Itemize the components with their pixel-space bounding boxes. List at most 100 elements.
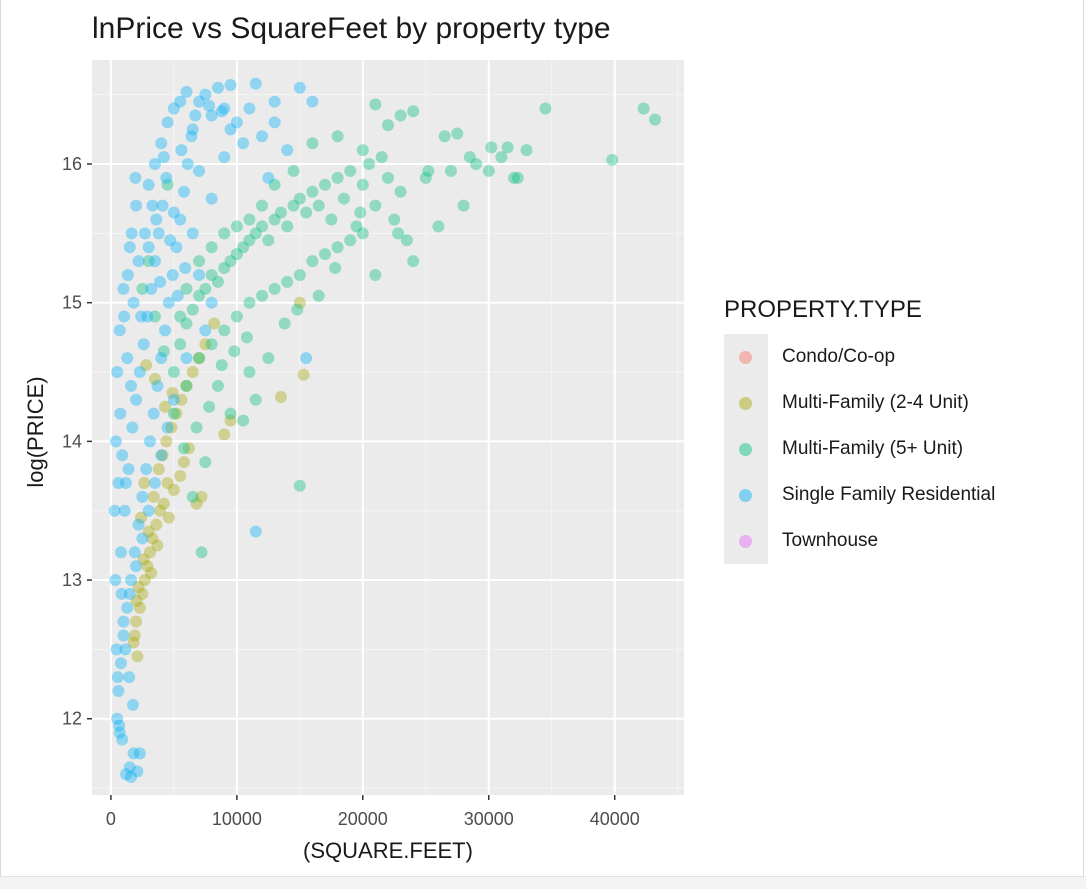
data-point [205,192,218,205]
data-point [170,407,183,420]
data-point [344,234,357,247]
data-point [186,303,199,316]
data-point [243,213,256,226]
y-tick-label: 12 [62,709,82,729]
data-point [109,574,122,587]
data-point [109,435,122,448]
data-point [432,220,445,233]
data-point [143,546,156,559]
data-point [451,127,464,140]
data-point [312,199,325,212]
data-point [174,310,187,323]
data-point [211,81,224,94]
data-point [111,366,124,379]
data-point [382,119,394,132]
legend-label: Condo/Co-op [782,346,896,367]
data-point [375,151,388,164]
data-point [142,504,155,517]
data-point [195,490,208,503]
plot-panel [92,60,684,795]
data-point [150,213,163,226]
data-point [180,85,193,98]
data-point [306,95,319,108]
data-point [114,657,127,670]
data-point [177,185,190,198]
legend-title: PROPERTY.TYPE [724,296,922,323]
data-point [154,504,167,517]
data-point [228,345,241,358]
data-point [146,532,159,545]
chart-title: lnPrice vs SquareFeet by property type [92,12,611,45]
data-point [155,352,168,365]
data-point [156,199,169,212]
data-point [174,95,187,108]
data-point [114,407,127,420]
data-point [205,268,218,281]
data-point [181,158,194,171]
data-point [470,158,483,171]
data-point [147,407,160,420]
data-point [230,310,243,323]
data-point [180,317,193,330]
data-point [243,102,256,115]
data-point [152,227,165,240]
data-point [145,567,158,580]
data-point [140,359,153,372]
data-point [148,476,161,489]
data-point [329,262,342,275]
data-point [117,629,130,642]
data-point [215,105,228,118]
data-point [161,476,174,489]
data-point [281,275,294,288]
data-point [230,248,243,261]
y-axis-ticks: 12 13 14 15 16 [62,154,92,729]
data-point [162,296,175,309]
data-point [136,532,149,545]
data-point [350,220,363,233]
data-point [444,164,457,177]
data-point [224,414,237,427]
data-point [164,234,177,247]
data-point [218,262,231,275]
data-point [186,490,199,503]
data-point [142,241,155,254]
data-point [208,317,221,330]
data-point [156,449,169,462]
data-point [116,733,129,746]
legend-key-dot [739,396,752,410]
data-point [394,109,407,122]
data-point [256,289,269,302]
x-tick-label: 40000 [590,809,640,829]
data-point [142,255,155,268]
data-point [132,580,145,593]
data-point [180,352,193,365]
data-point [224,255,237,268]
data-point [140,463,153,476]
legend-key-dot [739,534,752,548]
data-point [128,546,141,559]
data-point [185,130,198,143]
data-point [161,116,174,129]
data-point [152,463,165,476]
data-point [116,449,129,462]
data-point [218,324,231,337]
data-point [501,141,514,154]
legend-label: Multi-Family (5+ Unit) [782,438,964,459]
data-point [167,483,180,496]
legend-label: Single Family Residential [782,484,996,505]
data-point [136,282,149,295]
data-point [131,650,144,663]
legend-item: Condo/Co-op [724,334,995,380]
data-point [130,615,143,628]
data-point [407,105,420,118]
data-point [520,144,533,157]
data-point [147,490,160,503]
data-point [356,227,369,240]
data-point [130,560,143,573]
data-point [293,268,306,281]
data-point [199,282,212,295]
data-point [123,761,136,774]
data-point [125,379,138,392]
series-single-family-residential [108,77,319,783]
data-point [111,671,124,684]
